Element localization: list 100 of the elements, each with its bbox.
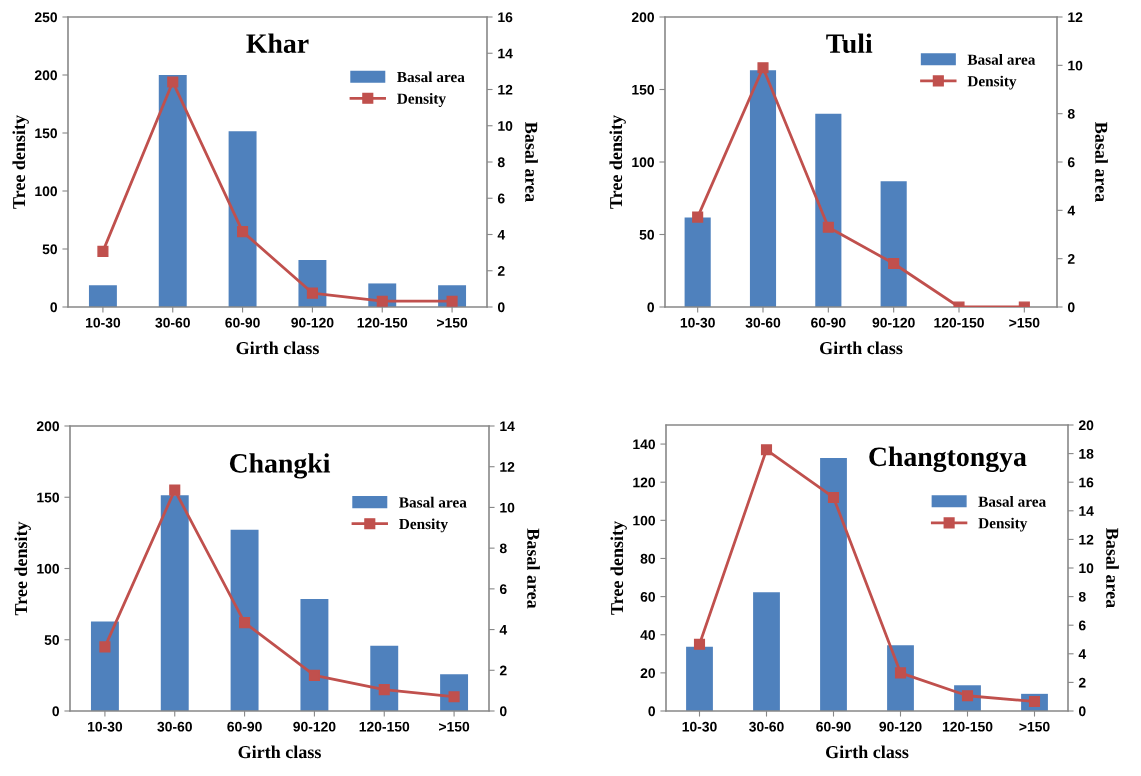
y2-tick-label: 10 [498,121,513,131]
x-tick-label: 120-150 [942,721,993,732]
y2-tick-label: 12 [1068,12,1083,23]
legend-label: Density [399,518,448,533]
legend-label: Density [397,93,446,107]
y2-axis-title: Basal area [527,528,540,609]
point [97,245,109,257]
point [308,669,320,681]
y-tick-label: 20 [640,668,656,679]
y-tick-label: 200 [631,12,655,23]
y2-tick-label: 12 [1079,534,1094,545]
y2-tick-label: 6 [1067,157,1075,168]
y2-tick-label: 2 [497,266,505,276]
x-tick-label: >150 [1019,721,1050,732]
y-tick-label: 150 [37,492,60,503]
y-axis-title: Tree density [12,115,29,209]
y2-tick-label: 4 [499,625,508,635]
bar [300,599,329,711]
y-tick-label: 100 [632,157,655,168]
legend-label: Basal area [967,54,1036,65]
y2-tick-label: 4 [1078,649,1087,659]
x-tick-label: 90-120 [291,317,334,328]
y-tick-label: 100 [633,515,656,526]
chart-title: Khar [246,33,309,53]
y-axis-title: Tree density [610,521,627,615]
bar [815,113,842,307]
y2-tick-label: 0 [499,706,507,717]
y2-tick-label: 8 [1067,109,1075,119]
point [99,641,111,653]
y-tick-label: 200 [36,421,60,432]
x-tick-label: 30-60 [745,317,781,328]
y-tick-label: 0 [50,302,58,313]
y2-tick-label: 0 [1078,706,1086,717]
y-tick-label: 60 [640,591,656,602]
point [169,484,181,496]
x-tick-label: 60-90 [811,317,846,328]
x-axis-title: Girth class [236,341,319,355]
point [692,211,704,223]
x-tick-label: 60-90 [227,721,262,732]
legend-label: Density [967,75,1017,90]
x-tick-label: 10-30 [88,721,123,732]
y-tick-label: 50 [44,635,60,645]
x-tick-label: 120-150 [934,317,984,328]
x-axis-title: Girth class [238,745,321,759]
point [237,226,249,238]
y-axis-title: Tree density [14,521,31,616]
y-tick-label: 40 [640,630,656,640]
x-tick-label: 60-90 [225,317,260,328]
bar [880,181,907,307]
y2-tick-label: 8 [499,543,507,554]
x-tick-label: 120-150 [359,721,410,732]
chart-title: Tuli [826,33,873,54]
y-tick-label: 140 [633,439,656,450]
y2-axis-title: Basal area [1106,528,1119,608]
y2-tick-label: 6 [1078,620,1086,631]
y-tick-label: 0 [647,302,655,313]
point [760,444,773,456]
bar [230,529,259,711]
y2-tick-label: 0 [1067,302,1075,313]
point [306,287,318,299]
y2-tick-label: 10 [500,502,515,513]
y-axis-title: Tree density [609,115,626,209]
y-tick-label: 250 [34,12,58,23]
y2-axis-title: Basal area [1095,122,1108,202]
bar [820,457,847,711]
x-tick-label: >150 [437,317,468,328]
point [822,221,834,233]
x-tick-label: 30-60 [749,721,784,732]
y2-tick-label: 12 [498,84,513,95]
bar [228,131,257,307]
x-tick-label: >150 [1009,317,1040,328]
bar [88,285,117,307]
x-tick-label: 90-120 [879,721,922,732]
y-tick-label: 0 [52,706,60,717]
y2-tick-label: 2 [499,665,507,676]
y2-tick-label: 16 [1079,477,1094,488]
y2-axis-title: Basal area [525,122,538,202]
y-tick-label: 200 [34,70,58,81]
point [167,76,179,88]
y2-tick-label: 16 [498,12,513,23]
y-tick-label: 50 [42,244,58,255]
y2-tick-label: 14 [500,421,515,432]
y2-tick-label: 20 [1078,420,1094,431]
y2-tick-label: 8 [497,157,505,168]
x-axis-title: Girth class [820,341,903,355]
bar [753,592,780,711]
bar [370,645,399,711]
y-tick-label: 150 [632,84,655,95]
x-tick-label: >150 [439,721,470,732]
y2-tick-label: 4 [1067,205,1076,216]
y-tick-label: 150 [35,128,58,139]
y2-tick-label: 2 [1078,677,1086,688]
point [888,257,900,270]
text: Changki [229,453,331,479]
point [827,491,840,504]
legend-label: Basal area [397,71,465,83]
point [757,62,769,74]
x-tick-label: 10-30 [86,317,121,328]
legend-label: Basal area [399,496,467,508]
point [378,684,390,696]
